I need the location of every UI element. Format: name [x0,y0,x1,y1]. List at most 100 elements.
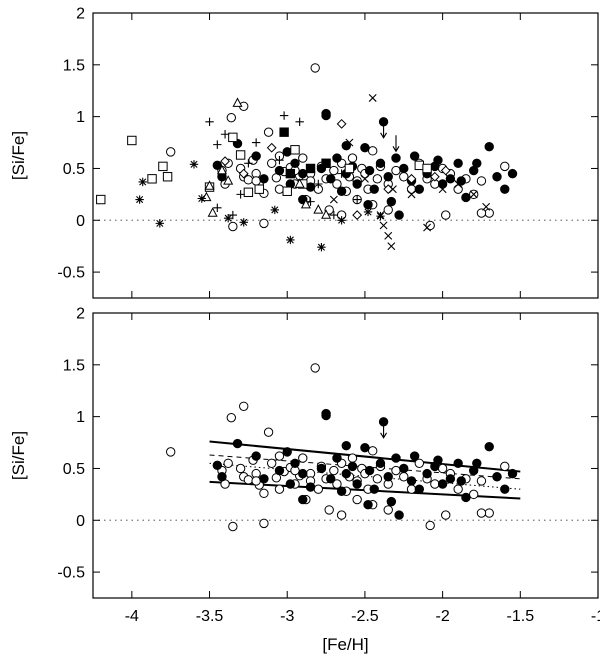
cross-point [438,185,447,194]
filled-circle-point [352,179,362,189]
filled-circle-point [492,472,502,482]
filled-circle-point [274,165,285,176]
y-axis-label: [Si/Fe] [9,131,28,180]
open-square-point [228,132,238,143]
open-circle-point [476,476,487,486]
x-tick-label: -3.5 [196,608,224,625]
open-square-point [422,163,432,174]
open-square-point [158,161,168,172]
open-circle-point [266,158,277,168]
y-axis-label: [Si/Fe] [9,431,28,480]
filled-circle-point [305,482,316,492]
filled-circle-point [341,440,351,451]
filled-circle-point [259,474,269,484]
open-circle-point [228,521,238,532]
open-circle-point [468,489,479,500]
filled-circle-point [437,179,448,189]
open-triangle-point [300,198,311,209]
open-circle-point [298,453,308,463]
x-tick-label: -4 [125,608,139,625]
open-square-point [254,184,264,194]
open-circle-point [372,474,383,484]
y-tick-label: 2 [76,306,85,323]
y-tick-label: 0.5 [63,161,85,178]
open-circle-point [235,463,246,474]
cross-point [360,174,369,183]
filled-square-point [305,163,316,174]
open-circle-point [251,176,261,186]
open-circle-point [259,488,269,499]
filled-circle-point [326,474,336,484]
open-circle-point [329,465,339,476]
open-triangle-point [204,180,215,190]
asterisk-point [197,194,206,203]
filled-circle-point [391,453,401,463]
filled-circle-point [282,147,292,157]
open-circle-point [251,476,261,486]
open-circle-point [274,484,285,494]
open-circle-point [263,427,274,437]
filled-circle-point [422,468,432,479]
y-tick-label: 0 [76,513,85,530]
filled-circle-point [341,468,351,479]
filled-circle-point [305,182,316,192]
x-tick-label: -3 [280,608,294,625]
filled-circle-point [472,158,482,168]
y-tick-label: -0.5 [57,565,85,582]
filled-square-point [321,158,331,168]
filled-circle-point [251,151,261,161]
plus-point [228,210,238,220]
open-diamond-point [352,210,363,220]
filled-circle-point [414,484,425,494]
open-diamond-point [440,165,451,176]
filled-circle-point [369,184,379,194]
y-tick-label: 1.5 [63,57,85,74]
open-diamond-point [406,173,417,184]
asterisk-point [135,195,144,204]
open-circle-point [228,221,238,232]
asterisk-point [239,218,248,227]
asterisk-point [317,243,326,252]
cross-point [368,94,377,102]
asterisk-point [223,214,233,223]
open-square-point [282,186,292,196]
open-diamond-point [220,156,230,167]
filled-circle-point [409,151,420,161]
open-circle-point [332,179,342,189]
x-tick-label: -1.5 [507,608,535,625]
open-square-point [162,172,173,182]
filled-circle-point [461,192,471,203]
cross-point [387,242,396,251]
filled-circle-point [290,158,300,168]
open-triangle-point [232,97,243,107]
plus-point [337,169,346,178]
filled-circle-point [383,472,393,482]
open-circle-point [274,184,285,194]
open-square-point [96,194,106,205]
cross-point [388,185,397,194]
filled-circle-point [232,438,243,449]
asterisk-point [376,211,385,221]
filled-circle-point [217,472,227,482]
open-circle-point [476,508,487,518]
plus-point [314,179,323,189]
open-circle-point [399,172,409,182]
plus-point [352,195,362,204]
cross-point [482,202,491,211]
open-circle-point [324,505,334,515]
open-diamond-point [238,168,249,179]
x-tick-label: -2.5 [351,608,379,625]
filled-circle-point [212,160,223,171]
filled-circle-point [352,479,362,489]
filled-circle-point [433,155,443,165]
cross-point [407,190,416,199]
open-circle-point [484,508,494,518]
filled-square-point [279,127,289,137]
open-square-point [344,163,355,174]
asterisk-point [337,216,346,225]
open-circle-point [391,165,401,176]
y-tick-label: 2 [76,6,85,23]
filled-circle-point [332,153,342,163]
x-tick-label: -2 [435,608,449,625]
open-circle-point [313,484,324,494]
